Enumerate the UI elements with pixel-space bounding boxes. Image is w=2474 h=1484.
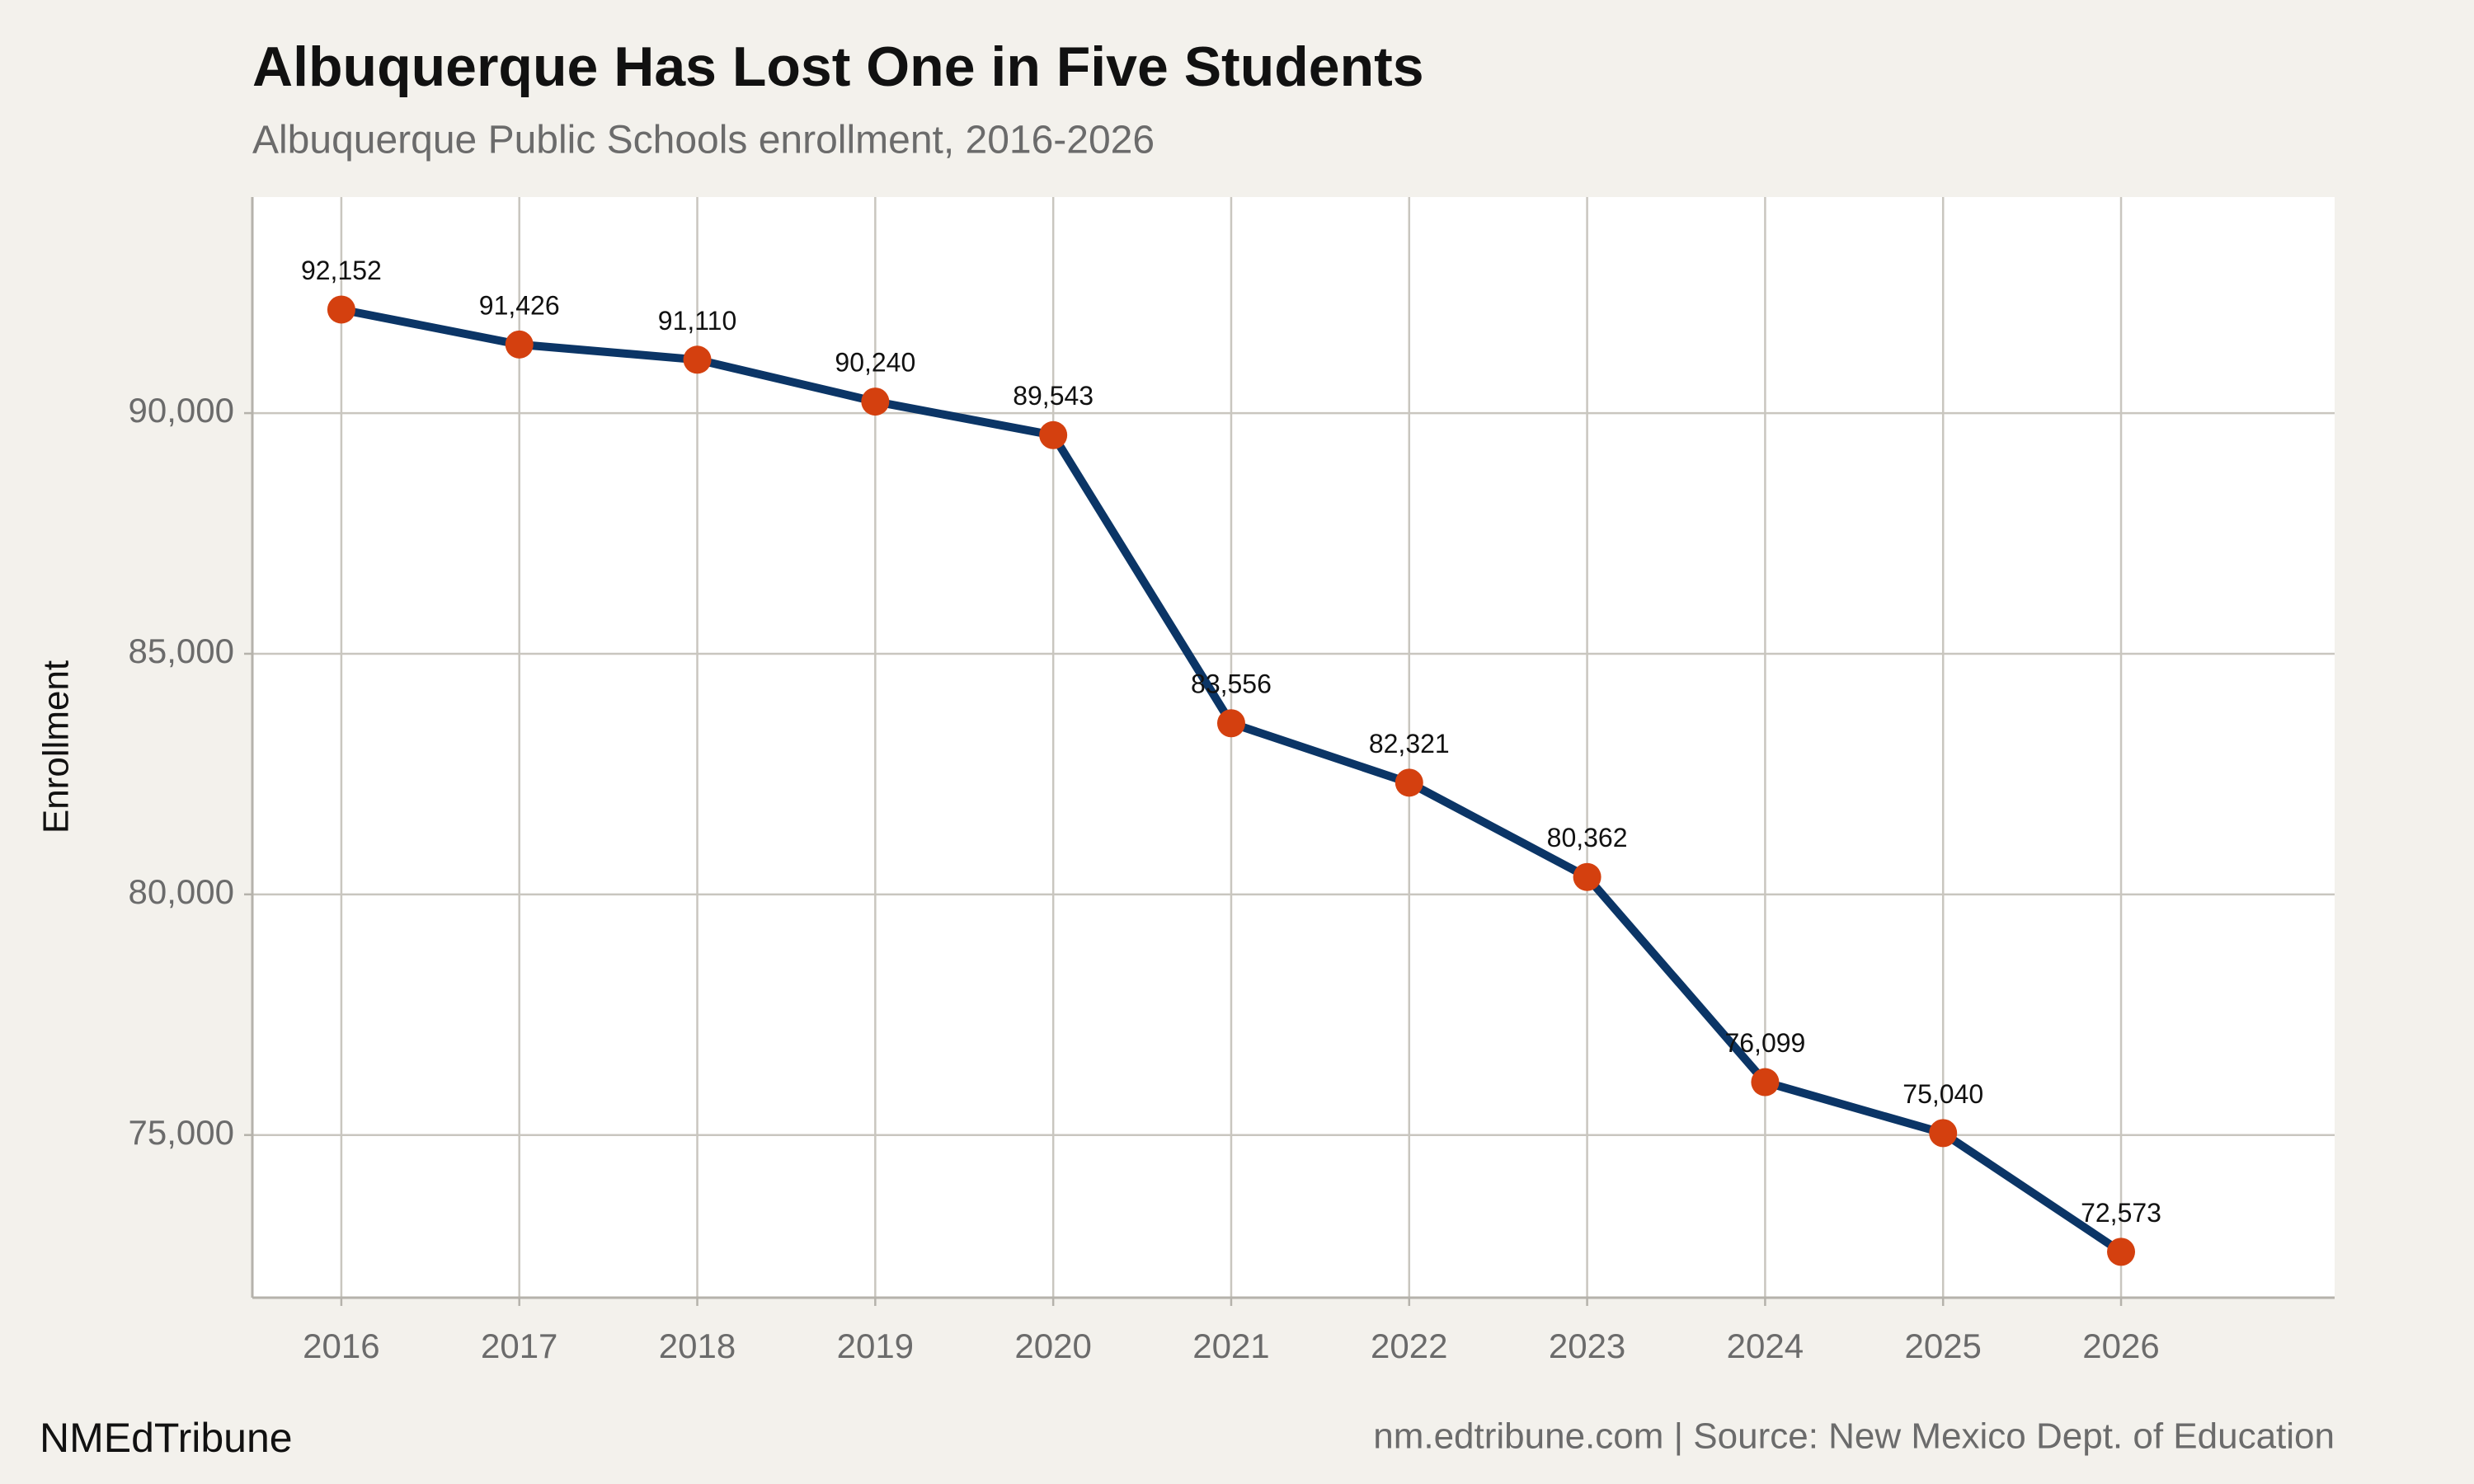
- y-tick-label: 85,000: [129, 632, 234, 670]
- marker: [327, 295, 355, 324]
- x-tick-label: 2021: [1192, 1327, 1269, 1365]
- data-label: 72,573: [2081, 1198, 2161, 1228]
- data-label: 82,321: [1369, 729, 1450, 758]
- chart-title: Albuquerque Has Lost One in Five Student…: [252, 35, 1424, 98]
- x-tick-label: 2026: [2082, 1327, 2159, 1365]
- marker: [683, 345, 712, 374]
- x-tick-label: 2020: [1014, 1327, 1091, 1365]
- data-label: 76,099: [1724, 1028, 1805, 1058]
- source: nm.edtribune.com | Source: New Mexico De…: [1373, 1416, 2335, 1457]
- data-label: 89,543: [1013, 381, 1094, 411]
- marker: [2107, 1237, 2136, 1266]
- data-label: 91,110: [658, 306, 737, 336]
- x-tick-label: 2025: [1904, 1327, 1981, 1365]
- data-label: 83,556: [1191, 669, 1272, 699]
- data-label: 80,362: [1547, 823, 1628, 852]
- y-tick-label: 90,000: [129, 391, 234, 430]
- marker: [861, 387, 890, 416]
- x-tick-label: 2019: [837, 1327, 914, 1365]
- x-tick-label: 2018: [659, 1327, 736, 1365]
- data-label: 75,040: [1903, 1079, 1983, 1109]
- marker: [1573, 862, 1602, 891]
- data-label: 91,426: [479, 290, 560, 320]
- y-tick-label: 75,000: [129, 1113, 234, 1152]
- data-label: 92,152: [301, 256, 382, 285]
- x-tick-label: 2024: [1727, 1327, 1804, 1365]
- x-tick-label: 2022: [1371, 1327, 1447, 1365]
- marker: [1395, 768, 1423, 797]
- marker: [505, 330, 534, 359]
- marker: [1751, 1068, 1780, 1097]
- y-tick-label: 80,000: [129, 872, 234, 911]
- data-label: 90,240: [835, 348, 915, 378]
- chart-subtitle: Albuquerque Public Schools enrollment, 2…: [252, 119, 1155, 162]
- brand: NMEdTribune: [40, 1415, 293, 1461]
- marker: [1039, 420, 1068, 449]
- y-axis-label: Enrollment: [36, 660, 77, 834]
- x-tick-label: 2017: [481, 1327, 557, 1365]
- x-tick-label: 2023: [1549, 1327, 1625, 1365]
- x-tick-label: 2016: [303, 1327, 379, 1365]
- marker: [1929, 1119, 1958, 1148]
- marker: [1216, 709, 1245, 738]
